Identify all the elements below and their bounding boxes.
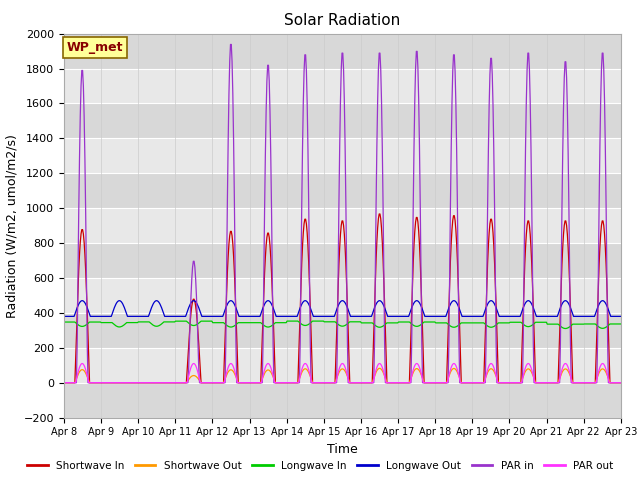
Longwave In — [127, 320, 135, 325]
Longwave In — [411, 323, 419, 329]
X-axis label: Time: Time — [327, 443, 358, 456]
Shortwave Out — [617, 380, 625, 385]
Bar — [64, 313, 621, 348]
Text: WP_met: WP_met — [67, 41, 124, 54]
Longwave In — [617, 321, 625, 327]
Line: Shortwave Out: Shortwave Out — [64, 368, 621, 383]
Longwave Out — [79, 298, 86, 303]
Bar — [64, 383, 621, 418]
PAR in — [411, 97, 419, 103]
PAR out — [70, 380, 78, 385]
Shortwave In — [214, 380, 221, 385]
Longwave Out — [428, 313, 435, 319]
Bar — [64, 103, 621, 138]
PAR out — [428, 380, 435, 385]
Bar — [64, 173, 621, 208]
Longwave Out — [60, 313, 68, 319]
PAR in — [617, 380, 625, 385]
Y-axis label: Radiation (W/m2, umol/m2/s): Radiation (W/m2, umol/m2/s) — [5, 133, 18, 318]
PAR out — [214, 380, 222, 385]
Longwave In — [283, 318, 291, 324]
Bar — [64, 348, 621, 383]
Shortwave In — [70, 380, 78, 385]
PAR in — [428, 380, 435, 385]
Longwave Out — [617, 313, 625, 319]
Longwave In — [428, 319, 435, 325]
Shortwave Out — [70, 380, 78, 385]
Bar — [64, 34, 621, 69]
Title: Solar Radiation: Solar Radiation — [284, 13, 401, 28]
Shortwave In — [127, 380, 135, 385]
Shortwave In — [428, 380, 435, 385]
Bar — [64, 243, 621, 278]
PAR out — [411, 363, 419, 369]
Line: PAR in: PAR in — [64, 45, 621, 383]
Shortwave Out — [60, 380, 68, 385]
Shortwave Out — [127, 380, 135, 385]
Longwave Out — [128, 313, 136, 319]
Shortwave In — [184, 354, 192, 360]
Shortwave In — [617, 380, 625, 385]
Shortwave In — [376, 211, 384, 217]
PAR in — [214, 380, 221, 385]
Line: Longwave In: Longwave In — [64, 321, 621, 328]
Shortwave Out — [214, 380, 221, 385]
PAR in — [60, 380, 68, 385]
PAR in — [184, 380, 192, 385]
Bar — [64, 138, 621, 173]
PAR in — [70, 380, 78, 385]
Longwave Out — [411, 299, 419, 305]
Line: Longwave Out: Longwave Out — [64, 300, 621, 316]
Longwave Out — [185, 305, 193, 311]
Legend: Shortwave In, Shortwave Out, Longwave In, Longwave Out, PAR in, PAR out: Shortwave In, Shortwave Out, Longwave In… — [22, 456, 618, 475]
Shortwave Out — [411, 367, 419, 372]
Line: PAR out: PAR out — [64, 363, 621, 383]
PAR out — [617, 380, 625, 385]
PAR out — [185, 373, 193, 379]
Longwave Out — [70, 313, 78, 319]
Longwave In — [184, 320, 192, 325]
Shortwave In — [411, 228, 419, 234]
PAR out — [128, 380, 136, 385]
Line: Shortwave In: Shortwave In — [64, 214, 621, 383]
Shortwave Out — [184, 378, 192, 384]
Longwave In — [214, 320, 221, 325]
PAR out — [60, 380, 68, 385]
PAR in — [227, 42, 235, 48]
Bar — [64, 208, 621, 243]
PAR in — [127, 380, 135, 385]
Longwave Out — [214, 313, 222, 319]
Shortwave Out — [376, 365, 384, 371]
Shortwave In — [60, 380, 68, 385]
Bar — [64, 69, 621, 103]
Bar — [64, 278, 621, 313]
Shortwave Out — [428, 380, 435, 385]
Longwave In — [70, 319, 78, 325]
Longwave In — [60, 319, 68, 325]
PAR out — [78, 360, 86, 366]
Longwave In — [561, 325, 569, 331]
